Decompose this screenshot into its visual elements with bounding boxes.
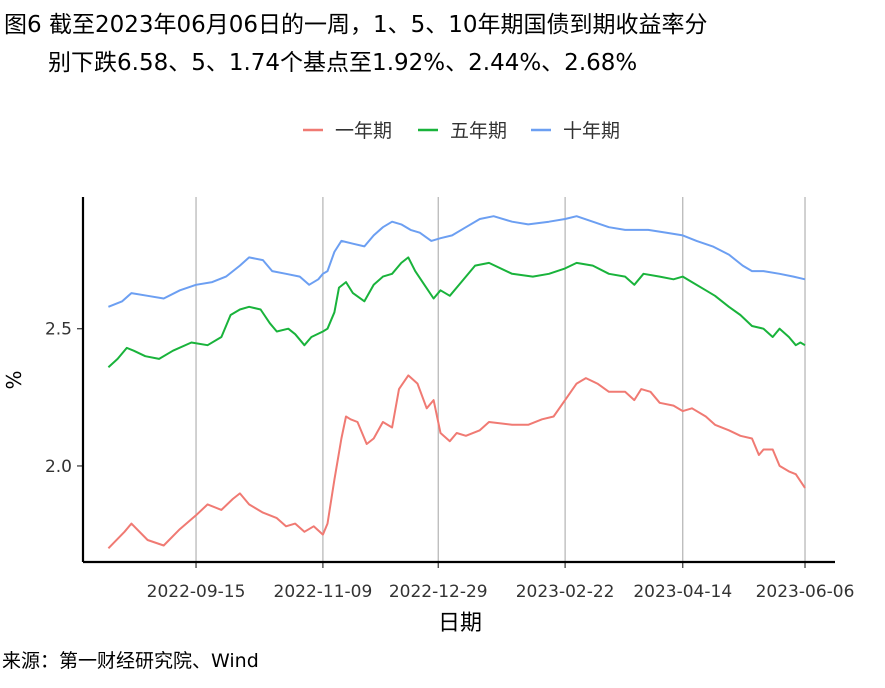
series-line-一年期 [107,374,806,549]
x-axis-label: 日期 [438,611,482,636]
y-tick-label: 2.0 [45,457,72,477]
series-lines [107,215,806,549]
series-line-五年期 [107,256,806,368]
grid-lines [195,197,806,562]
chart-title: 图6 截至2023年06月06日的一周，1、5、10年期国债到期收益率分 别下跌… [4,6,884,82]
x-tick-label: 2022-09-15 [147,582,246,602]
x-tick-label: 2022-11-09 [274,582,373,602]
x-tick-label: 2023-04-14 [633,582,732,602]
x-tick-label: 2022-12-29 [389,582,488,602]
title-line-1: 图6 截至2023年06月06日的一周，1、5、10年期国债到期收益率分 [4,12,708,38]
x-tick-label: 2023-06-06 [756,582,855,602]
y-tick-label: 2.5 [45,320,72,340]
y-axis-label: % [2,370,26,389]
legend: 一年期 五年期 十年期 [303,120,620,142]
title-line-2: 别下跌6.58、5、1.74个基点至1.92%、2.44%、2.68% [48,50,638,76]
axes: 2022-09-15 2022-11-09 2022-12-29 2023-02-22… [45,197,854,602]
legend-label: 十年期 [563,120,620,142]
x-tick-label: 2023-02-22 [516,582,615,602]
legend-label: 一年期 [335,120,392,142]
legend-label: 五年期 [450,120,507,142]
series-line-十年期 [108,215,806,308]
source-note: 来源：第一财经研究院、Wind [2,650,259,672]
